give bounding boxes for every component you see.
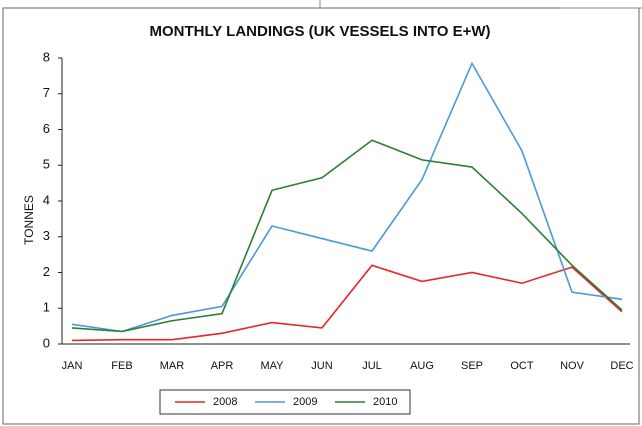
y-tick-label: 2: [43, 264, 50, 279]
series-line: [71, 264, 623, 342]
legend-label: 2008: [213, 396, 237, 408]
y-tick-label: 6: [43, 121, 50, 136]
y-tick-label: 3: [43, 228, 50, 243]
y-tick-label: 5: [43, 157, 50, 172]
x-tick-label: NOV: [560, 360, 585, 372]
y-tick-label: 8: [43, 49, 50, 64]
x-tick-label: FEB: [111, 360, 132, 372]
series-line: [71, 61, 623, 333]
y-axis-label: TONNES: [22, 195, 36, 245]
x-tick-label: MAY: [260, 360, 284, 372]
y-tick-label: 4: [43, 192, 50, 207]
x-tick-label: JAN: [62, 360, 83, 372]
y-tick-label: 1: [43, 300, 50, 315]
x-tick-label: DEC: [610, 360, 633, 372]
x-tick-label: JUL: [362, 360, 382, 372]
series-line: [71, 139, 623, 333]
x-tick-label: OCT: [510, 360, 534, 372]
y-tick-label: 7: [43, 85, 50, 100]
x-tick-label: JUN: [311, 360, 332, 372]
legend-label: 2009: [293, 396, 317, 408]
x-tick-label: APR: [211, 360, 234, 372]
chart-frame: [2, 7, 640, 425]
x-tick-label: SEP: [461, 360, 483, 372]
x-tick-label: MAR: [160, 360, 185, 372]
x-tick-label: AUG: [410, 360, 434, 372]
chart-title: MONTHLY LANDINGS (UK VESSELS INTO E+W): [149, 23, 490, 40]
y-tick-label: 0: [43, 335, 50, 350]
legend-label: 2010: [373, 396, 397, 408]
